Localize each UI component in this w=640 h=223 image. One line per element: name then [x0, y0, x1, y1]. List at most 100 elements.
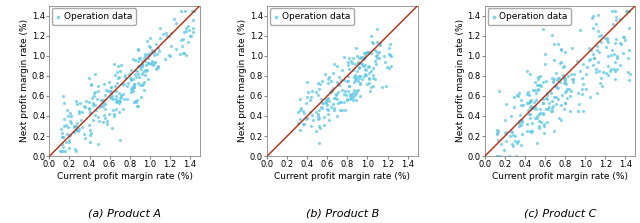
Operation data [530, 117, 540, 120]
Operation data [115, 91, 125, 94]
Operation data [524, 105, 534, 108]
Operation data [615, 63, 625, 67]
Operation data [57, 136, 67, 139]
Operation data [159, 58, 170, 61]
Operation data [335, 101, 345, 104]
Operation data [111, 90, 122, 93]
Operation data [129, 99, 140, 103]
Operation data [152, 66, 162, 70]
Operation data [90, 72, 100, 76]
Operation data [601, 45, 611, 49]
Operation data [154, 36, 164, 40]
Operation data [556, 103, 566, 107]
Operation data [90, 113, 100, 116]
Operation data [384, 47, 394, 50]
Operation data [372, 57, 382, 60]
Operation data [385, 64, 396, 68]
Operation data [339, 55, 349, 58]
Operation data [333, 83, 344, 86]
Operation data [128, 89, 138, 92]
Operation data [556, 118, 566, 121]
Operation data [88, 118, 99, 122]
Operation data [550, 83, 561, 87]
Operation data [80, 136, 90, 139]
Operation data [313, 81, 323, 85]
Operation data [69, 130, 79, 134]
Operation data [354, 65, 364, 69]
Operation data [322, 107, 332, 111]
Operation data [547, 106, 557, 110]
Operation data [531, 98, 541, 101]
Operation data [171, 21, 181, 25]
Operation data [600, 36, 611, 40]
Operation data [149, 50, 159, 54]
Operation data [59, 101, 69, 105]
Operation data [550, 72, 561, 75]
Operation data [556, 93, 566, 96]
Operation data [183, 24, 193, 27]
Operation data [314, 114, 324, 118]
Operation data [556, 47, 566, 50]
Operation data [91, 108, 101, 112]
Operation data [136, 95, 146, 98]
Operation data [532, 114, 542, 118]
Operation data [162, 34, 172, 38]
Operation data [126, 68, 136, 72]
Operation data [113, 110, 124, 114]
Operation data [97, 120, 108, 124]
Operation data [126, 90, 136, 94]
Operation data [84, 76, 94, 80]
Operation data [548, 79, 558, 83]
Operation data [370, 59, 380, 63]
Operation data [625, 72, 636, 76]
Operation data [188, 30, 198, 34]
Operation data [580, 87, 591, 91]
Operation data [132, 98, 142, 102]
Operation data [559, 81, 570, 84]
Operation data [74, 109, 84, 113]
Operation data [346, 94, 356, 98]
Operation data [58, 145, 68, 149]
Operation data [308, 119, 318, 122]
Operation data [339, 100, 349, 104]
Operation data [384, 52, 394, 56]
Operation data [550, 84, 560, 87]
Operation data [63, 147, 74, 150]
Operation data [129, 82, 139, 86]
Operation data [111, 94, 121, 98]
Operation data [354, 66, 364, 69]
Operation data [145, 62, 156, 65]
Operation data [130, 73, 140, 76]
Operation data [588, 63, 598, 66]
Operation data [577, 87, 587, 91]
Operation data [516, 143, 527, 147]
Operation data [103, 89, 113, 93]
Operation data [365, 51, 376, 54]
Operation data [526, 107, 536, 111]
Legend: Operation data: Operation data [270, 8, 353, 25]
Operation data [623, 70, 633, 73]
Operation data [136, 63, 147, 66]
Operation data [106, 89, 116, 93]
Operation data [73, 129, 83, 132]
Operation data [534, 124, 545, 127]
Operation data [59, 124, 69, 128]
Operation data [141, 70, 152, 73]
Operation data [129, 100, 140, 104]
Operation data [166, 32, 176, 35]
Operation data [526, 104, 536, 107]
Operation data [548, 59, 559, 62]
Operation data [624, 78, 634, 82]
Operation data [132, 104, 142, 107]
Operation data [348, 99, 358, 102]
Operation data [326, 91, 337, 94]
Operation data [365, 85, 376, 88]
Operation data [350, 94, 360, 97]
Operation data [542, 93, 552, 97]
Operation data [351, 92, 361, 95]
Operation data [176, 38, 186, 42]
Operation data [140, 73, 150, 76]
Operation data [499, 148, 509, 152]
Operation data [539, 124, 549, 128]
Operation data [71, 99, 81, 103]
